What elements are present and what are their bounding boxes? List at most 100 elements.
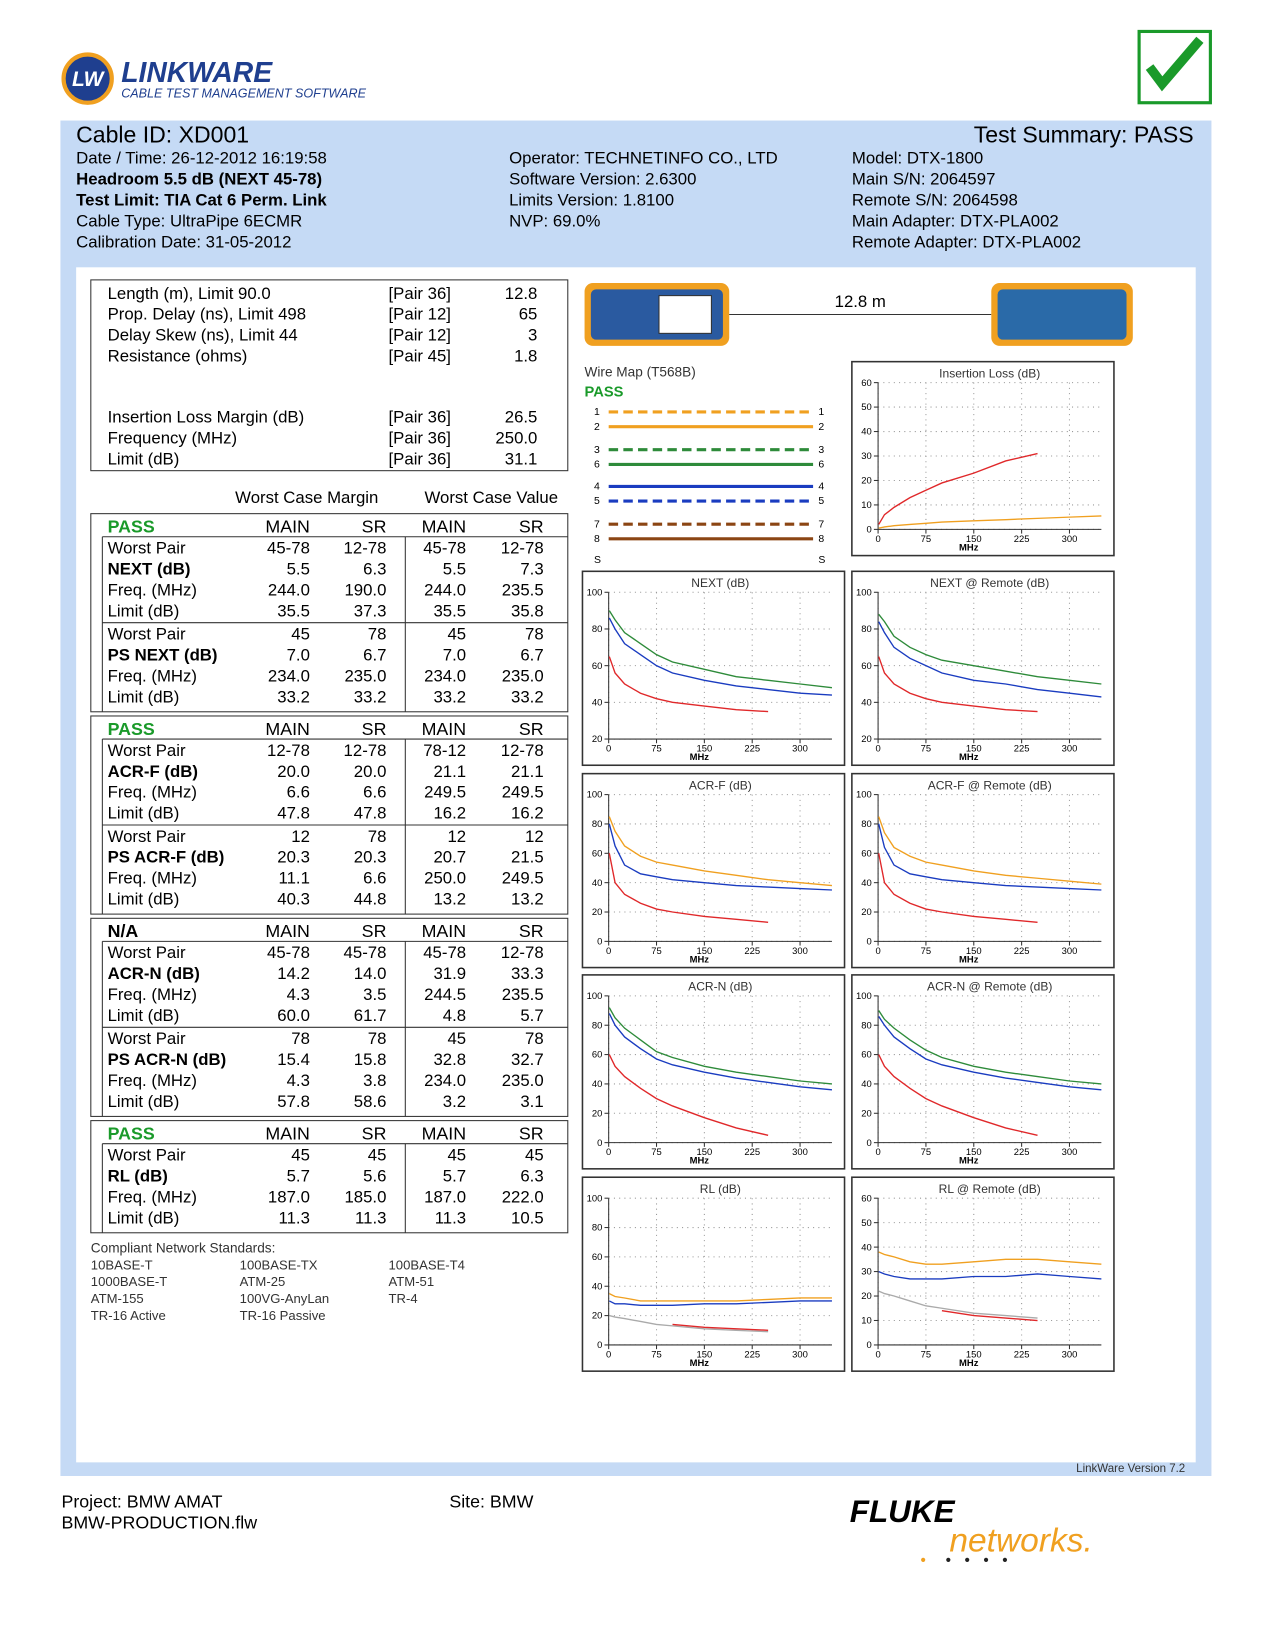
row-value: 12-78 [344,538,387,557]
row-value: 78 [291,1029,310,1048]
chart-title: Insertion Loss (dB) [939,366,1040,380]
cable-id: Cable ID: XD001 [76,122,249,148]
x-tick-label: 225 [1014,743,1030,754]
chart-title: ACR-N @ Remote (dB) [927,980,1052,994]
summary-line: Date / Time: 26-12-2012 16:19:58 [76,149,327,168]
pin-right: 5 [818,496,824,507]
section-column: MAIN [422,719,467,739]
row-value: 37.3 [354,601,387,620]
row-value: 45 [447,1145,466,1164]
chart-panel [581,772,846,969]
row-value: 13.2 [511,890,544,909]
chart-panel [851,1176,1115,1372]
standard: 100BASE-T4 [389,1257,465,1272]
summary-line: Cable Type: UltraPipe 6ECMR [76,211,302,230]
row-value: 234.0 [268,666,310,685]
section-column: MAIN [422,921,467,941]
row-value: 6.7 [520,645,543,664]
row-value: 45 [368,1145,387,1164]
y-tick-label: 40 [861,426,871,437]
row-value: 20.3 [354,848,387,867]
section-box [90,715,569,915]
x-tick-label: 225 [744,1146,760,1157]
data-line [878,853,1038,923]
row-label: ACR-F (dB) [108,762,198,781]
row-value: 78 [525,1029,544,1048]
y-tick-label: 40 [861,1241,871,1252]
length-label: Prop. Delay (ns), Limit 498 [108,305,306,324]
row-value: 244.0 [268,580,310,599]
row-label: Freq. (MHz) [108,1187,197,1206]
y-tick-label: 80 [861,1019,871,1030]
section-status: PASS [108,719,155,739]
row-value: 57.8 [277,1092,310,1111]
section-column: SR [519,1123,544,1143]
project-file: BMW-PRODUCTION.flw [61,1512,257,1532]
row-value: 45-78 [423,538,466,557]
row-value: 4.8 [443,1006,466,1025]
y-tick-label: 0 [597,936,602,947]
x-axis-label: MHz [690,953,710,964]
row-value: 45 [447,624,466,643]
y-tick-label: 100 [587,789,603,800]
length-value: 3 [528,326,537,345]
data-line [878,1010,1102,1085]
x-axis-label: MHz [959,1155,979,1166]
row-value: 12-78 [501,538,544,557]
pin-right: 3 [818,445,824,456]
y-tick-label: 10 [861,499,871,510]
x-axis-label: MHz [959,541,979,552]
row-value: 185.0 [344,1187,386,1206]
section-status: PASS [108,1123,155,1143]
standard: 100BASE-TX [240,1257,318,1272]
row-label: PS NEXT (dB) [108,645,218,664]
y-tick-label: 40 [861,696,871,707]
x-tick-label: 300 [1062,945,1078,956]
pin-left: S [594,555,601,566]
x-tick-label: 0 [606,945,611,956]
row-value: 12 [525,827,544,846]
x-axis-label: MHz [959,953,979,964]
row-value: 3.1 [520,1092,543,1111]
x-tick-label: 0 [875,743,880,754]
row-label: Limit (dB) [108,687,180,706]
section-column: SR [362,1123,387,1143]
cable-length: 12.8 m [835,292,886,311]
wire-map-status: PASS [585,384,624,400]
row-label: Freq. (MHz) [108,869,197,888]
y-tick-label: 50 [861,401,871,412]
row-value: 12-78 [501,741,544,760]
y-tick-label: 20 [592,733,602,744]
chart-panel [581,974,846,1170]
y-tick-label: 100 [856,990,872,1001]
row-label: ACR-N (dB) [108,964,200,983]
row-value: 244.0 [424,580,466,599]
row-label: Worst Pair [108,538,186,557]
length-pair: [Pair 36] [389,407,451,426]
data-line [609,1314,769,1333]
row-value: 45-78 [267,538,310,557]
y-tick-label: 20 [861,1290,871,1301]
y-tick-label: 100 [587,990,603,1001]
length-value: 31.1 [505,449,538,468]
brand-top: FLUKE [850,1494,956,1529]
x-tick-label: 150 [966,1349,982,1360]
row-label: Limit (dB) [108,804,180,823]
x-tick-label: 225 [1014,1349,1030,1360]
x-tick-label: 300 [792,743,808,754]
section-column: MAIN [265,921,310,941]
x-tick-label: 0 [606,743,611,754]
data-line [608,1300,832,1307]
pass-check [1145,36,1204,92]
row-value: 249.5 [424,783,466,802]
logo-badge-circle [61,52,114,105]
section-column: MAIN [422,1123,467,1143]
pin-left: 3 [594,445,600,456]
row-value: 33.2 [511,687,544,706]
row-value: 78 [525,624,544,643]
x-tick-label: 300 [1062,1146,1078,1157]
row-value: 6.6 [287,783,310,802]
row-value: 16.2 [511,804,544,823]
row-value: 12 [291,827,310,846]
row-value: 7.3 [520,559,543,578]
